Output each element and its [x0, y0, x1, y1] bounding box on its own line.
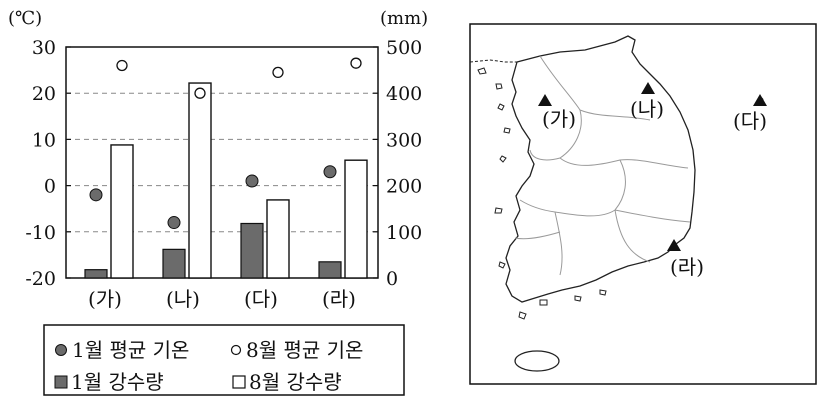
left-axis-unit: (℃): [8, 8, 42, 29]
category-label: (가): [88, 287, 122, 311]
province-boundaries: [514, 55, 691, 276]
korea-map: (가) (나) (다) (라): [469, 23, 817, 385]
category-label: (나): [166, 287, 200, 311]
category-label: (다): [244, 287, 278, 311]
category-labels: (가) (나) (다) (라): [88, 287, 356, 311]
legend-aug-temp: 8월 평균 기온: [246, 338, 363, 362]
right-tick-label: 200: [386, 176, 422, 198]
left-tick-label: 10: [32, 129, 56, 151]
map-label-da: (다): [733, 109, 767, 133]
left-tick-label: -20: [25, 268, 56, 290]
left-tick-label: 20: [32, 83, 56, 105]
map-label-na: (나): [630, 97, 664, 121]
point-aug-temp: [350, 57, 362, 69]
triangle-marker-icon: [641, 82, 655, 94]
bar-aug-precip: [266, 199, 290, 279]
right-tick-label: 400: [386, 83, 422, 105]
category-label: (라): [322, 287, 356, 311]
triangle-marker-icon: [753, 94, 767, 106]
jeju-island: [514, 350, 560, 372]
legend-aug-precip: 8월 강수량: [249, 370, 342, 394]
left-tick-label: 0: [44, 176, 56, 198]
legend: 1월 평균 기온 8월 평균 기온 1월 강수량 8월 강수량: [43, 324, 405, 396]
map-label-ra: (라): [670, 255, 704, 279]
legend-jan-temp: 1월 평균 기온: [72, 338, 189, 362]
right-axis-unit: (mm): [380, 8, 428, 29]
map-frame: [469, 23, 817, 385]
bar-aug-precip: [188, 82, 212, 279]
peninsula-outline: [505, 35, 696, 303]
right-tick-label: 0: [386, 268, 398, 290]
point-jan-temp: [245, 174, 259, 188]
west-coast-islands: [477, 67, 607, 320]
jan-precip-swatch: [54, 375, 68, 389]
bar-jan-precip: [240, 222, 264, 279]
map-label-ga: (가): [542, 107, 576, 131]
right-tick-label: 500: [386, 37, 422, 59]
bar-aug-precip: [110, 144, 134, 279]
bar-jan-precip: [318, 261, 342, 279]
point-aug-temp: [116, 59, 128, 72]
aug-temp-swatch: [230, 344, 242, 356]
point-jan-temp: [89, 188, 103, 202]
northern-boundary: [469, 59, 517, 63]
point-jan-temp: [167, 216, 181, 230]
legend-jan-precip: 1월 강수량: [71, 370, 164, 394]
point-aug-temp: [272, 66, 284, 79]
jan-temp-swatch: [55, 344, 67, 356]
right-tick-label: 300: [386, 129, 422, 151]
bar-aug-precip: [344, 159, 368, 279]
plot-frame: [65, 46, 379, 279]
right-tick-label: 100: [386, 222, 422, 244]
point-jan-temp: [323, 165, 337, 179]
triangle-marker-icon: [538, 94, 552, 106]
left-tick-label: 30: [32, 37, 56, 59]
bars: [84, 82, 368, 279]
points: [89, 57, 362, 230]
legend-frame: [43, 324, 405, 396]
aug-precip-swatch: [232, 375, 246, 389]
point-aug-temp: [194, 87, 206, 99]
bar-jan-precip: [162, 248, 186, 279]
gridlines: [66, 92, 378, 233]
left-tick-label: -10: [25, 222, 56, 244]
bar-jan-precip: [84, 269, 108, 279]
triangle-marker-icon: [667, 239, 681, 251]
